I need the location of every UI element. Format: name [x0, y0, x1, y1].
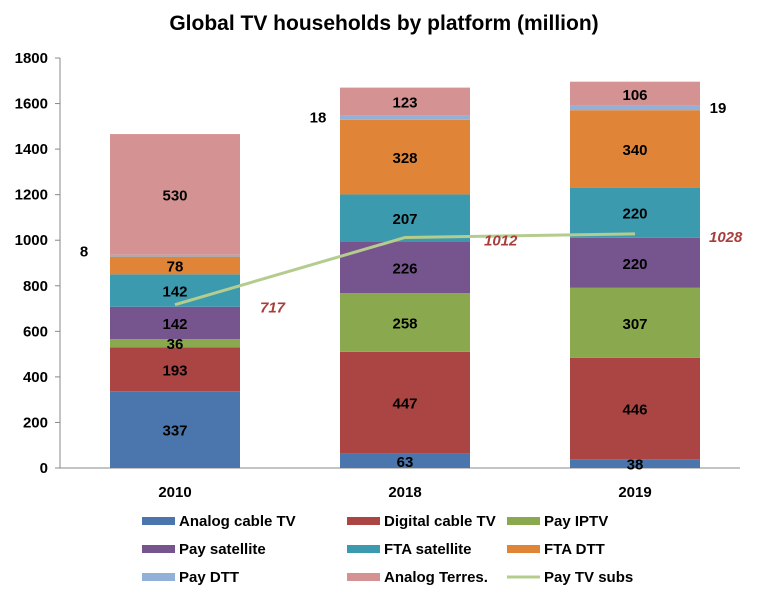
- data-label: 18: [310, 110, 327, 127]
- line-data-label: 1012: [484, 232, 518, 249]
- data-label: 36: [167, 336, 184, 353]
- legend-label: Pay IPTV: [544, 513, 608, 530]
- data-labels: 337 193 36 142 142 78 8 530 63 447 258 226 207 328 18 1…: [80, 87, 727, 474]
- y-tick-label: 200: [23, 414, 48, 431]
- data-label: 446: [622, 402, 647, 419]
- data-label: 307: [622, 316, 647, 333]
- bar-segment: [110, 347, 240, 392]
- bar-segments: [110, 81, 700, 468]
- data-label: 106: [622, 87, 647, 104]
- legend-swatch: [142, 545, 175, 553]
- data-label: 19: [710, 100, 727, 117]
- legend-swatch: [347, 573, 380, 581]
- y-tick-label: 1600: [15, 96, 48, 113]
- data-label: 328: [392, 150, 417, 167]
- bar-segment: [570, 357, 700, 460]
- line-data-label: 717: [260, 300, 286, 317]
- bar-segment: [570, 187, 700, 238]
- bar-segment: [110, 339, 240, 348]
- bar-segment: [110, 256, 240, 275]
- x-tick-label: 2018: [388, 484, 421, 501]
- bar-segment: [570, 237, 700, 288]
- line-data-label: 1028: [709, 229, 743, 246]
- bar-segment: [570, 105, 700, 111]
- data-label: 340: [622, 142, 647, 159]
- legend-swatch: [507, 545, 540, 553]
- pay-tv-subs-line-path: [174, 232, 636, 307]
- data-label: 8: [80, 244, 88, 261]
- legend-label: Analog Terres.: [384, 569, 488, 586]
- data-label: 63: [397, 454, 414, 471]
- bar-segment: [340, 194, 470, 242]
- legend-swatch: [347, 517, 380, 525]
- legend: Analog cable TV Digital cable TV Pay IPTV P…: [142, 513, 633, 586]
- legend-label: FTA satellite: [384, 541, 472, 558]
- data-label: 38: [627, 457, 644, 474]
- legend-label: Digital cable TV: [384, 513, 496, 530]
- data-label: 193: [162, 362, 187, 379]
- bar-segment: [570, 287, 700, 358]
- legend-label: Pay DTT: [179, 569, 239, 586]
- y-tick-label: 1800: [15, 50, 48, 67]
- data-label: 337: [162, 423, 187, 440]
- legend-swatch: [142, 517, 175, 525]
- y-tick-label: 1000: [15, 232, 48, 249]
- y-tick-label: 600: [23, 323, 48, 340]
- bar-segment: [340, 87, 470, 116]
- y-tick-label: 1400: [15, 141, 48, 158]
- data-label: 142: [162, 284, 187, 301]
- data-label: 226: [392, 260, 417, 277]
- y-tick-label: 800: [23, 278, 48, 295]
- chart-title: Global TV households by platform (millio…: [169, 12, 599, 35]
- data-label: 530: [162, 187, 187, 204]
- bar-segment: [340, 115, 470, 120]
- bar-segment: [340, 119, 470, 195]
- legend-label: Pay TV subs: [544, 569, 633, 586]
- bar-segment: [340, 351, 470, 454]
- x-tick-label: 2010: [158, 484, 191, 501]
- data-label: 207: [392, 211, 417, 228]
- pay-tv-subs-line: 717 1012 1028: [174, 229, 743, 317]
- bar-segment: [110, 254, 240, 257]
- bar-segment: [110, 134, 240, 255]
- bar-segment: [110, 306, 240, 340]
- x-tick-label: 2019: [618, 484, 651, 501]
- data-label: 142: [162, 316, 187, 333]
- data-label: 220: [622, 256, 647, 273]
- data-label: 78: [167, 259, 184, 276]
- bar-segment: [110, 391, 240, 468]
- legend-swatch: [142, 573, 175, 581]
- bar-segment: [570, 459, 700, 468]
- bar-segment: [570, 110, 700, 188]
- data-label: 123: [392, 95, 417, 112]
- data-label: 258: [392, 315, 417, 332]
- legend-label: Analog cable TV: [179, 513, 296, 530]
- y-tick-label: 400: [23, 369, 48, 386]
- y-tick-label: 0: [40, 460, 48, 477]
- axes: 0 200 400 600 800 1000 1200 1400 1600 1800 2010 201…: [15, 50, 740, 501]
- legend-label: Pay satellite: [179, 541, 266, 558]
- bar-segment: [340, 293, 470, 352]
- legend-swatch: [507, 517, 540, 525]
- y-tick-label: 1200: [15, 187, 48, 204]
- legend-swatch: [347, 545, 380, 553]
- bar-segment: [340, 453, 470, 468]
- bar-segment: [570, 81, 700, 106]
- legend-label: FTA DTT: [544, 541, 605, 558]
- data-label: 220: [622, 206, 647, 223]
- data-label: 447: [392, 396, 417, 413]
